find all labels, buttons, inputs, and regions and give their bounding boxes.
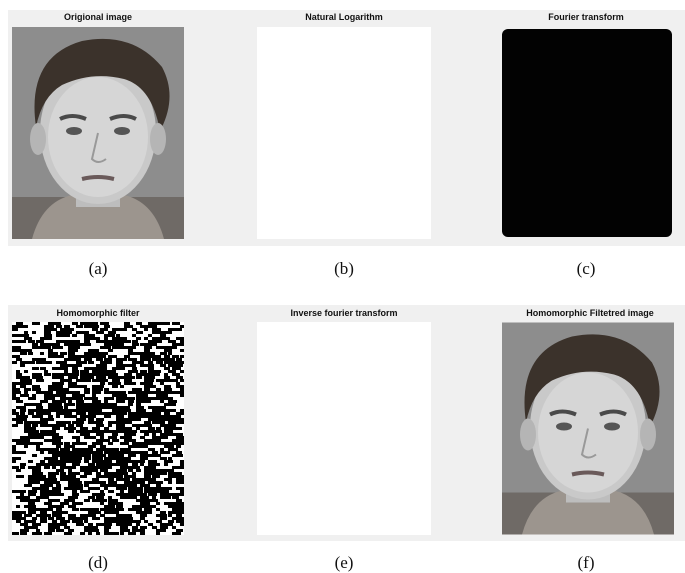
filter-noise <box>12 322 184 535</box>
panel-title: Homomorphic filter <box>56 308 140 318</box>
panel-caption: (a) <box>89 259 108 278</box>
panel-caption: (b) <box>334 259 354 278</box>
panel-caption: (c) <box>577 259 596 278</box>
panel-caption: (e) <box>335 553 354 572</box>
panel-title: Inverse fourier transform <box>290 308 397 318</box>
panel-caption: (f) <box>578 553 595 572</box>
filtered-image <box>502 323 674 535</box>
inverse-image <box>257 322 431 535</box>
filter-image <box>12 322 184 535</box>
panel-title: Natural Logarithm <box>305 12 383 22</box>
log-image <box>257 27 431 239</box>
panel-caption: (d) <box>88 553 108 572</box>
fourier-image <box>502 29 672 237</box>
panel-title: Fourier transform <box>548 12 624 22</box>
panel-title: Homomorphic Filtetred image <box>526 308 654 318</box>
original-image <box>12 27 184 239</box>
panel-title: Origional image <box>64 12 132 22</box>
